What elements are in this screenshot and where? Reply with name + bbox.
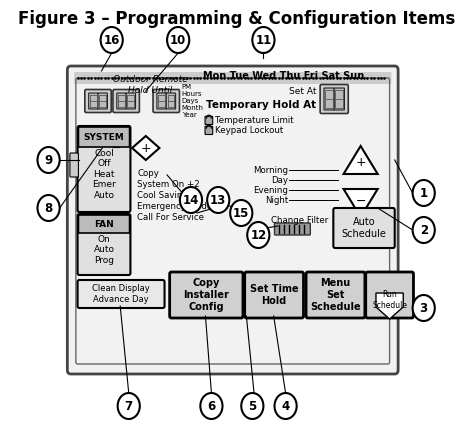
FancyBboxPatch shape <box>306 272 365 318</box>
Text: Change Filter: Change Filter <box>271 216 328 225</box>
FancyBboxPatch shape <box>113 89 139 113</box>
Text: 10: 10 <box>170 33 186 47</box>
Text: 15: 15 <box>233 206 249 220</box>
FancyBboxPatch shape <box>170 272 243 318</box>
Text: 8: 8 <box>45 202 53 214</box>
Circle shape <box>413 295 435 321</box>
Text: Figure 3 – Programming & Configuration Items: Figure 3 – Programming & Configuration I… <box>18 10 456 28</box>
Text: Call For Service: Call For Service <box>137 212 204 222</box>
Polygon shape <box>376 293 403 319</box>
Text: 12: 12 <box>250 229 266 241</box>
Text: 7: 7 <box>125 399 133 413</box>
Text: Copy: Copy <box>137 169 159 178</box>
Text: FAN
On
Auto
Prog: FAN On Auto Prog <box>93 224 115 265</box>
Text: Mon Tue Wed Thu Fri Sat Sun: Mon Tue Wed Thu Fri Sat Sun <box>203 71 365 81</box>
Circle shape <box>37 195 60 221</box>
FancyBboxPatch shape <box>85 89 111 113</box>
Text: Menu
Set
Schedule: Menu Set Schedule <box>310 278 361 312</box>
Circle shape <box>247 222 269 248</box>
Polygon shape <box>102 136 129 160</box>
Text: Set Time
Hold: Set Time Hold <box>250 284 299 306</box>
Text: −: − <box>356 194 366 208</box>
Text: 13: 13 <box>210 193 227 206</box>
Text: Set At: Set At <box>289 86 316 95</box>
Text: 2: 2 <box>419 223 428 237</box>
Text: 14: 14 <box>183 193 199 206</box>
Text: Cool Savings: Cool Savings <box>137 190 192 199</box>
Text: Outdoor Remote
Hold Until: Outdoor Remote Hold Until <box>113 75 187 95</box>
Polygon shape <box>132 136 159 160</box>
FancyBboxPatch shape <box>333 208 395 248</box>
FancyBboxPatch shape <box>78 214 130 275</box>
FancyBboxPatch shape <box>205 116 213 125</box>
Text: 9: 9 <box>45 154 53 166</box>
Polygon shape <box>344 189 378 217</box>
FancyBboxPatch shape <box>78 215 129 233</box>
FancyBboxPatch shape <box>166 93 176 109</box>
Text: 11: 11 <box>255 33 272 47</box>
FancyBboxPatch shape <box>74 72 392 84</box>
FancyBboxPatch shape <box>89 93 98 109</box>
FancyBboxPatch shape <box>320 84 348 113</box>
FancyBboxPatch shape <box>98 93 108 109</box>
Circle shape <box>230 200 252 226</box>
FancyBboxPatch shape <box>245 272 303 318</box>
Text: System On +2: System On +2 <box>137 179 200 188</box>
FancyBboxPatch shape <box>117 93 126 109</box>
FancyBboxPatch shape <box>78 280 164 308</box>
Circle shape <box>180 187 202 213</box>
Text: SYSTEM
Cool
Off
Heat
Emer
Auto: SYSTEM Cool Off Heat Emer Auto <box>86 139 122 199</box>
Circle shape <box>37 147 60 173</box>
Text: Run
Schedule: Run Schedule <box>372 290 407 310</box>
FancyBboxPatch shape <box>274 223 310 235</box>
Text: Keypad Lockout: Keypad Lockout <box>215 125 283 134</box>
Text: FAN: FAN <box>94 220 114 229</box>
Circle shape <box>274 393 297 419</box>
FancyBboxPatch shape <box>366 272 413 318</box>
FancyBboxPatch shape <box>153 89 180 113</box>
FancyBboxPatch shape <box>67 66 398 374</box>
Circle shape <box>100 27 123 53</box>
FancyBboxPatch shape <box>324 88 334 110</box>
Text: Day: Day <box>271 175 288 184</box>
Text: SYSTEM: SYSTEM <box>83 133 124 142</box>
Text: Morning: Morning <box>253 166 288 175</box>
Text: PM
Hours
Days
Month
Year: PM Hours Days Month Year <box>182 84 204 118</box>
Text: 16: 16 <box>103 33 120 47</box>
Text: Evening: Evening <box>253 185 288 194</box>
Circle shape <box>207 187 229 213</box>
Circle shape <box>118 393 140 419</box>
Circle shape <box>413 217 435 243</box>
FancyBboxPatch shape <box>78 126 130 212</box>
Text: Auto
Schedule: Auto Schedule <box>342 217 386 239</box>
Text: +: + <box>356 155 366 169</box>
Text: Copy
Installer
Config: Copy Installer Config <box>183 278 229 312</box>
FancyBboxPatch shape <box>205 126 213 134</box>
Text: −: − <box>111 142 121 155</box>
FancyBboxPatch shape <box>157 93 166 109</box>
Circle shape <box>241 393 264 419</box>
Circle shape <box>167 27 189 53</box>
Text: Clean Display
Advance Day: Clean Display Advance Day <box>92 284 150 304</box>
Circle shape <box>252 27 274 53</box>
Text: 3: 3 <box>419 301 428 315</box>
FancyBboxPatch shape <box>70 153 78 177</box>
Text: +: + <box>140 142 151 155</box>
Circle shape <box>201 393 222 419</box>
FancyBboxPatch shape <box>126 93 136 109</box>
FancyBboxPatch shape <box>78 127 129 147</box>
FancyBboxPatch shape <box>334 88 345 110</box>
Text: 4: 4 <box>282 399 290 413</box>
Text: 5: 5 <box>248 399 256 413</box>
Text: Temporary Hold At: Temporary Hold At <box>206 100 316 110</box>
Text: Night: Night <box>265 196 288 205</box>
Text: Emergency Mode: Emergency Mode <box>137 202 212 211</box>
Polygon shape <box>344 146 378 174</box>
Text: 1: 1 <box>419 187 428 199</box>
Text: 6: 6 <box>207 399 216 413</box>
Circle shape <box>413 180 435 206</box>
Text: Temperature Limit: Temperature Limit <box>215 116 293 125</box>
